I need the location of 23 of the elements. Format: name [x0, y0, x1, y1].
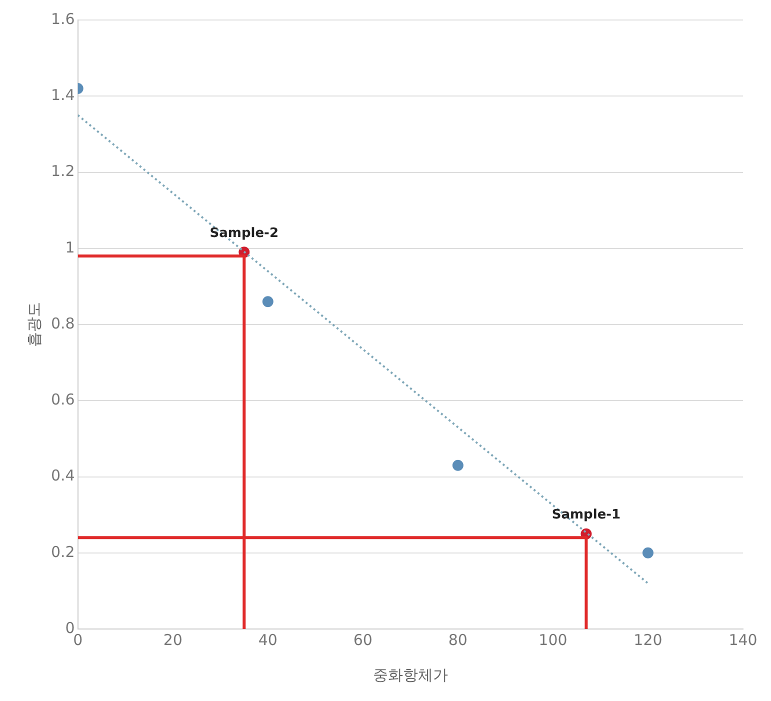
x-axis-title: 중화항체가: [372, 666, 448, 684]
x-tick-label: 120: [634, 630, 662, 649]
y-tick-label: 0: [65, 618, 75, 637]
annotation: Sample-1: [552, 508, 621, 523]
y-axis-title: 흡광도: [24, 302, 43, 347]
x-tick-label: 60: [353, 630, 372, 649]
annotation: Sample-2: [210, 226, 278, 242]
y-tick-label: 0.8: [50, 314, 75, 332]
x-tick-label: 20: [163, 630, 182, 649]
point: [262, 296, 274, 308]
y-tick-label: 0.4: [50, 466, 75, 485]
x-tick-label: 140: [728, 630, 758, 649]
y-tick-label: 1.6: [50, 10, 75, 28]
y-tick-label: 1.4: [50, 86, 75, 104]
y-tick-label: 0.2: [50, 542, 75, 561]
y-tick-label: 1: [65, 238, 75, 256]
x-tick-label: 40: [258, 630, 278, 649]
y-tick-label: 1.2: [50, 162, 75, 180]
x-tick-label: 100: [538, 630, 568, 649]
point: [642, 547, 654, 558]
x-tick-label: 80: [448, 630, 468, 649]
point: [452, 460, 464, 471]
y-tick-label: 0.6: [50, 390, 75, 409]
